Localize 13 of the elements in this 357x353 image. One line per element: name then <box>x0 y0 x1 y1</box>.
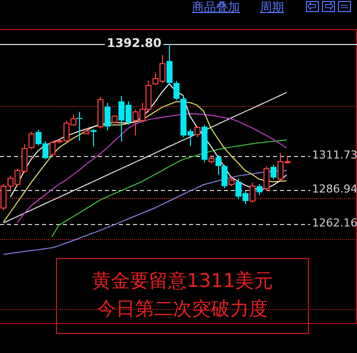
ref-line-label: 1392.80 <box>106 36 162 50</box>
candlestick <box>270 164 276 180</box>
annotation: 今日第二次突破力度 <box>96 297 269 322</box>
candlestick <box>256 184 262 196</box>
text: 商品叠加 <box>192 0 240 14</box>
candlestick <box>166 44 172 86</box>
candlestick <box>104 102 110 131</box>
annotation: 黄金要留意1311美元 <box>90 269 274 294</box>
candlestick <box>216 154 222 176</box>
candlestick <box>222 164 228 189</box>
candlestick <box>90 128 96 148</box>
candlestick <box>76 111 82 142</box>
text: 周期 <box>260 0 284 14</box>
